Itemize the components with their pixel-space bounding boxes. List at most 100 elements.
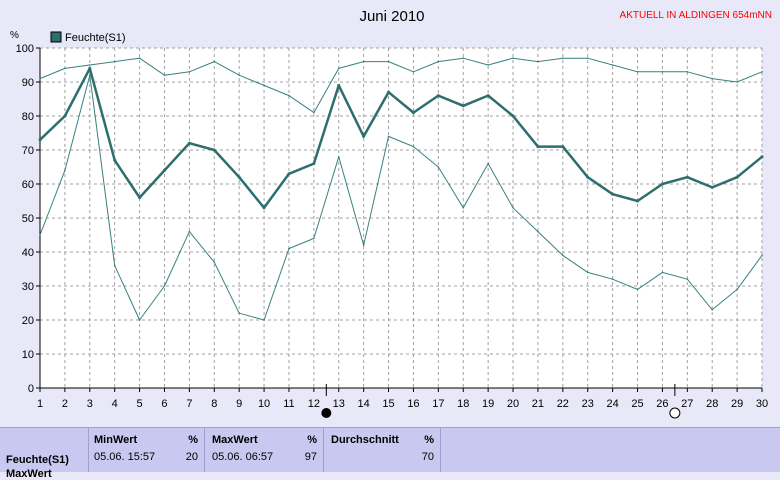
data-point-max bbox=[586, 57, 589, 59]
data-point-max bbox=[88, 64, 91, 66]
full-moon-icon bbox=[669, 407, 681, 419]
data-point-mean bbox=[561, 145, 565, 149]
data-point-mean bbox=[312, 162, 316, 166]
data-point-max bbox=[512, 57, 514, 59]
data-point-max bbox=[113, 60, 116, 63]
data-point-min bbox=[761, 254, 763, 257]
data-point-min bbox=[288, 247, 290, 250]
data-point-mean bbox=[636, 199, 640, 203]
data-point-mean bbox=[436, 94, 440, 98]
new-moon-icon bbox=[321, 408, 332, 418]
data-point-min bbox=[611, 278, 614, 281]
x-tick-label: 9 bbox=[236, 398, 242, 410]
data-point-mean bbox=[63, 114, 67, 118]
min-value-cell: MinWert % 05.06. 15:57 20 bbox=[88, 428, 205, 472]
avg-value-cell: Durchschnitt % 70 bbox=[324, 428, 441, 472]
y-tick-label: 10 bbox=[22, 349, 34, 361]
stats-row-label-cell: Feuchte(S1) MaxWert bbox=[0, 428, 89, 480]
min-header: MinWert bbox=[94, 434, 138, 446]
data-point-mean bbox=[287, 172, 291, 176]
min-unit: % bbox=[188, 434, 198, 446]
y-tick-label: 90 bbox=[22, 77, 34, 89]
data-point-min bbox=[512, 207, 514, 209]
data-point-max bbox=[213, 60, 216, 63]
x-tick-label: 24 bbox=[606, 398, 618, 410]
data-point-mean bbox=[586, 175, 590, 179]
legend-swatch bbox=[50, 31, 62, 43]
data-point-min bbox=[636, 288, 639, 291]
max-value: 97 bbox=[304, 451, 317, 463]
data-point-min bbox=[462, 207, 465, 209]
series-line-max bbox=[39, 57, 763, 114]
data-point-max bbox=[736, 81, 738, 83]
data-point-max bbox=[761, 71, 763, 73]
data-point-mean bbox=[38, 138, 42, 142]
data-point-mean bbox=[187, 141, 191, 145]
x-tick-label: 8 bbox=[211, 398, 217, 410]
x-tick-label: 25 bbox=[631, 398, 643, 410]
data-point-mean bbox=[362, 134, 366, 138]
data-point-min bbox=[661, 271, 664, 274]
data-point-max bbox=[412, 71, 415, 73]
data-point-min bbox=[362, 244, 365, 246]
data-point-mean bbox=[685, 175, 689, 179]
data-point-mean bbox=[735, 175, 739, 179]
max-unit: % bbox=[307, 434, 317, 446]
data-point-min bbox=[562, 254, 564, 257]
y-tick-label: 0 bbox=[28, 383, 34, 395]
y-tick-label: 20 bbox=[22, 315, 34, 327]
x-tick-label: 17 bbox=[432, 398, 444, 410]
x-tick-label: 23 bbox=[582, 398, 594, 410]
min-time: 05.06. 15:57 bbox=[94, 451, 156, 463]
data-point-mean bbox=[511, 114, 515, 118]
data-point-min bbox=[39, 234, 41, 236]
data-point-max bbox=[661, 71, 664, 73]
series-line-min bbox=[39, 74, 763, 321]
data-point-mean bbox=[611, 192, 615, 196]
x-tick-label: 28 bbox=[706, 398, 718, 410]
x-tick-label: 29 bbox=[731, 398, 743, 410]
data-point-min bbox=[736, 288, 738, 291]
data-point-mean bbox=[536, 145, 540, 149]
data-point-min bbox=[686, 278, 689, 281]
data-point-max bbox=[138, 57, 141, 59]
data-point-min bbox=[188, 230, 191, 233]
data-point-mean bbox=[337, 83, 341, 87]
data-point-min bbox=[586, 271, 589, 274]
data-point-max bbox=[238, 74, 240, 76]
y-tick-label: 80 bbox=[22, 111, 34, 123]
avg-header: Durchschnitt bbox=[331, 434, 399, 446]
data-point-max bbox=[64, 67, 66, 70]
x-tick-label: 22 bbox=[557, 398, 569, 410]
x-tick-label: 21 bbox=[532, 398, 544, 410]
data-point-max bbox=[362, 60, 365, 63]
stats-panel: Feuchte(S1) MaxWert MinWert % 05.06. 15:… bbox=[0, 427, 780, 480]
data-point-mean bbox=[387, 90, 391, 94]
data-point-mean bbox=[486, 94, 490, 98]
data-point-max bbox=[537, 60, 539, 63]
data-point-max bbox=[487, 64, 489, 66]
data-point-min bbox=[238, 312, 240, 315]
data-point-min bbox=[437, 166, 440, 168]
x-tick-label: 19 bbox=[482, 398, 494, 410]
x-tick-label: 13 bbox=[333, 398, 345, 410]
data-point-min bbox=[138, 319, 141, 321]
x-tick-label: 16 bbox=[407, 398, 419, 410]
data-point-min bbox=[263, 319, 265, 321]
data-point-min bbox=[88, 74, 91, 76]
data-point-min bbox=[113, 264, 116, 267]
data-point-mean bbox=[660, 182, 664, 186]
x-tick-label: 14 bbox=[358, 398, 370, 410]
avg-unit: % bbox=[424, 434, 434, 446]
stats-row-label: Feuchte(S1) bbox=[6, 454, 69, 466]
x-tick-label: 7 bbox=[186, 398, 192, 410]
data-point-mean bbox=[113, 158, 117, 162]
x-tick-label: 12 bbox=[308, 398, 320, 410]
data-point-max bbox=[611, 64, 614, 66]
x-tick-label: 20 bbox=[507, 398, 519, 410]
data-point-min bbox=[412, 145, 415, 148]
data-point-mean bbox=[138, 196, 142, 200]
y-tick-label: 60 bbox=[22, 179, 34, 191]
x-tick-label: 5 bbox=[137, 398, 143, 410]
y-tick-label: 70 bbox=[22, 145, 34, 157]
